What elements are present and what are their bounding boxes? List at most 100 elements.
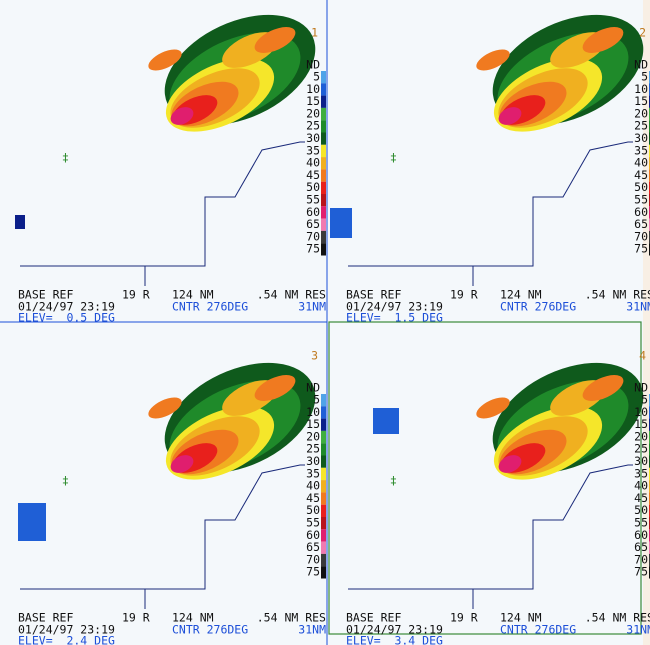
legend-label: 35 — [634, 466, 648, 480]
legend-label: 15 — [306, 94, 320, 108]
echo — [373, 408, 399, 434]
datetime: 01/24/97 23:19 — [346, 300, 443, 314]
legend-label: 40 — [306, 156, 320, 170]
boundary — [348, 141, 633, 267]
legend-label: 45 — [306, 491, 320, 505]
resolution: .54 NM RES — [585, 611, 650, 625]
legend-label: 25 — [634, 119, 648, 133]
legend-label: 60 — [306, 205, 320, 219]
legend-swatch — [321, 230, 326, 244]
range: 124 NM — [172, 288, 214, 302]
legend-label: 60 — [634, 205, 648, 219]
legend-swatch — [321, 541, 326, 554]
legend-label: 35 — [634, 143, 648, 157]
legend-swatch — [321, 144, 326, 158]
datetime: 01/24/97 23:19 — [18, 623, 115, 637]
legend-swatch — [321, 394, 326, 407]
product: BASE REF — [18, 288, 73, 302]
legend-label: 30 — [306, 454, 320, 468]
legend-label: 60 — [634, 528, 648, 542]
echo — [498, 107, 522, 125]
legend-label: 70 — [634, 552, 648, 566]
datetime: 01/24/97 23:19 — [18, 300, 115, 314]
center: CNTR 276DEG — [500, 300, 576, 314]
elevation: ELEV= 0.5 DEG — [18, 311, 115, 325]
legend-label: 65 — [306, 540, 320, 554]
legend-label: 75 — [306, 565, 320, 579]
boundary — [348, 464, 633, 590]
legend-label: 15 — [634, 94, 648, 108]
legend-label: 10 — [634, 405, 648, 419]
legend-swatch — [321, 517, 326, 530]
legend-swatch — [321, 181, 326, 194]
legend-swatch — [321, 418, 326, 431]
legend-label: 60 — [306, 528, 320, 542]
legend-label: 20 — [634, 106, 648, 120]
echo — [476, 397, 510, 419]
legend-label: 25 — [634, 442, 648, 456]
legend-swatch — [321, 455, 326, 468]
legend-label: 55 — [306, 516, 320, 530]
legend-label: 65 — [634, 217, 648, 231]
legend-swatch — [321, 443, 326, 456]
radar-site: ‡ — [62, 151, 69, 165]
legend-swatch — [321, 480, 326, 493]
legend-swatch — [321, 95, 326, 108]
site: 19 R — [122, 288, 150, 302]
center: CNTR 276DEG — [500, 623, 576, 637]
echo — [582, 375, 624, 401]
legend-title: ND — [634, 58, 648, 72]
legend-label: 25 — [306, 442, 320, 456]
distance: 31NM — [626, 300, 650, 314]
legend-label: 30 — [306, 131, 320, 145]
legend-label: 70 — [306, 552, 320, 566]
legend-label: 70 — [634, 229, 648, 243]
legend-label: 40 — [634, 479, 648, 493]
panel-number: 3 — [311, 349, 318, 363]
legend-swatch — [321, 83, 326, 96]
legend-label: 55 — [634, 516, 648, 530]
panel-number: 2 — [639, 26, 646, 40]
legend-label: 30 — [634, 454, 648, 468]
legend-label: 10 — [306, 82, 320, 96]
legend-swatch — [321, 529, 326, 542]
legend-label: 65 — [634, 540, 648, 554]
legend-swatch — [321, 243, 326, 256]
legend-label: 50 — [634, 503, 648, 517]
legend-label: 15 — [306, 417, 320, 431]
legend-label: 20 — [634, 429, 648, 443]
legend-label: 45 — [634, 491, 648, 505]
legend-label: 5 — [641, 393, 648, 407]
legend-swatch — [321, 553, 326, 567]
panel-number: 4 — [639, 349, 646, 363]
legend-label: 20 — [306, 429, 320, 443]
center: CNTR 276DEG — [172, 300, 248, 314]
distance: 31NM — [626, 623, 650, 637]
echo — [148, 397, 182, 419]
legend-swatch — [321, 132, 326, 145]
site: 19 R — [450, 288, 478, 302]
legend-swatch — [321, 504, 326, 517]
distance: 31NM — [298, 623, 326, 637]
legend-label: 5 — [641, 70, 648, 84]
legend-label: 75 — [634, 565, 648, 579]
legend-swatch — [321, 206, 326, 219]
legend-label: 45 — [634, 168, 648, 182]
echo — [254, 375, 296, 401]
legend-label: 50 — [306, 503, 320, 517]
legend-swatch — [321, 566, 326, 579]
center: CNTR 276DEG — [172, 623, 248, 637]
legend-label: 10 — [634, 82, 648, 96]
panel-number: 1 — [311, 26, 318, 40]
side-strip — [643, 0, 650, 645]
legend-swatch — [321, 467, 326, 481]
echo — [15, 215, 25, 229]
product: BASE REF — [346, 611, 401, 625]
legend-label: 75 — [634, 242, 648, 256]
legend-swatch — [321, 120, 326, 133]
